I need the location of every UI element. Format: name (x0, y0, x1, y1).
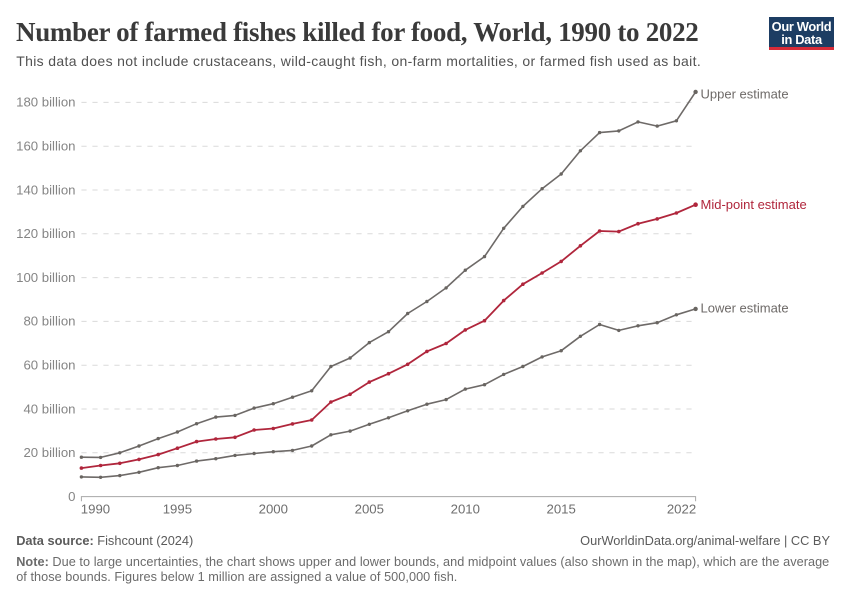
svg-text:Mid-point estimate: Mid-point estimate (701, 197, 807, 212)
svg-text:120 billion: 120 billion (16, 226, 75, 241)
svg-text:1995: 1995 (163, 502, 192, 517)
svg-text:80 billion: 80 billion (23, 314, 75, 329)
svg-text:60 billion: 60 billion (23, 358, 75, 373)
svg-text:0: 0 (68, 489, 75, 504)
svg-text:140 billion: 140 billion (16, 182, 75, 197)
svg-text:Upper estimate: Upper estimate (701, 86, 789, 101)
svg-text:1990: 1990 (81, 502, 110, 517)
svg-text:Lower estimate: Lower estimate (701, 300, 789, 315)
svg-text:20 billion: 20 billion (23, 445, 75, 460)
svg-text:2005: 2005 (355, 502, 384, 517)
svg-text:180 billion: 180 billion (16, 95, 75, 110)
svg-text:2010: 2010 (451, 502, 480, 517)
svg-text:2000: 2000 (259, 502, 288, 517)
svg-text:100 billion: 100 billion (16, 270, 75, 285)
svg-text:40 billion: 40 billion (23, 401, 75, 416)
svg-text:160 billion: 160 billion (16, 139, 75, 154)
svg-text:2015: 2015 (547, 502, 576, 517)
svg-text:2022: 2022 (667, 502, 696, 517)
